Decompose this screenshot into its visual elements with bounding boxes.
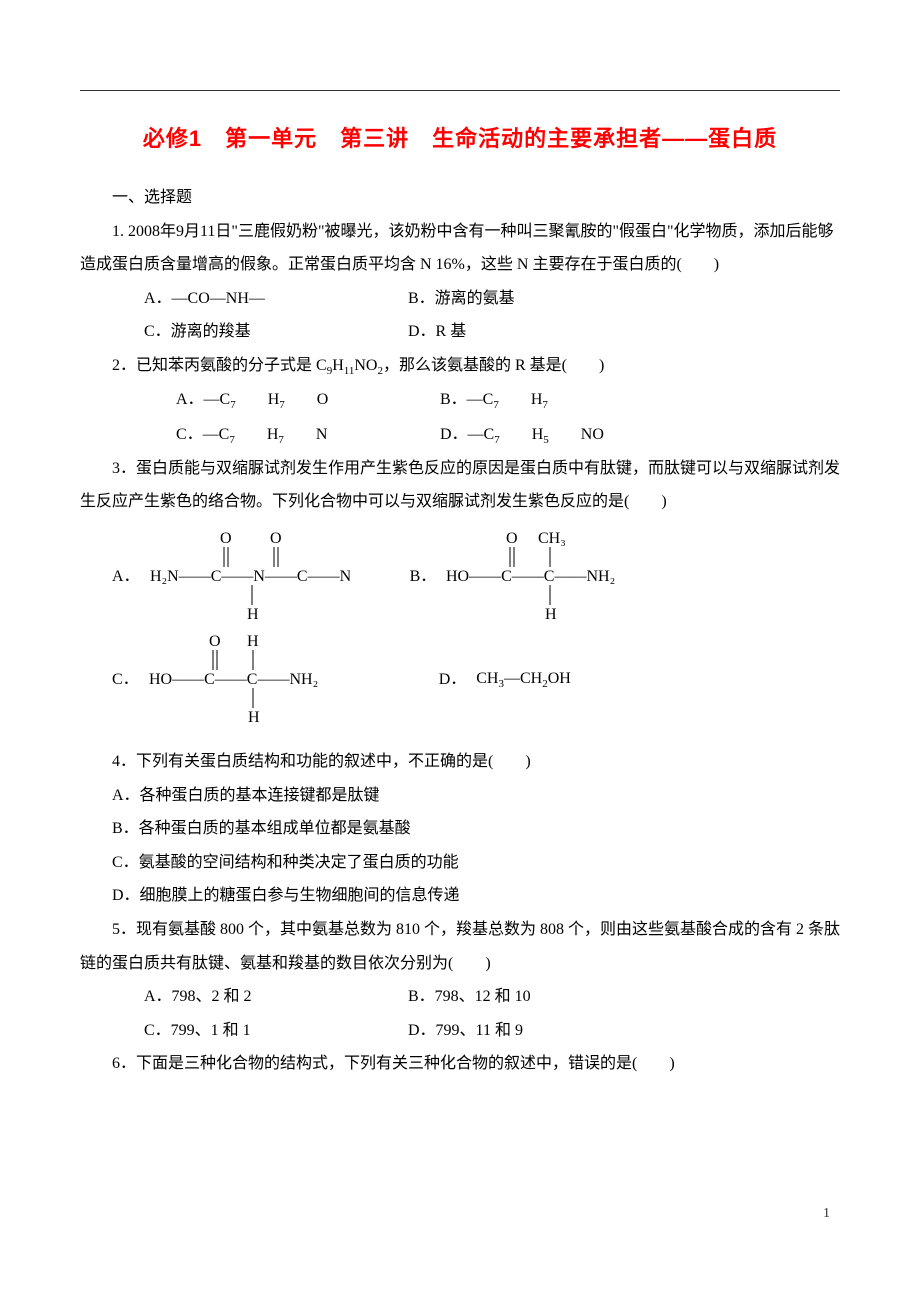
q1-option-d: D．R 基 (376, 315, 466, 349)
q3-row1: A． O O H₂N——C——N——C——NH₂ H B． (112, 529, 636, 624)
q4-option-c: C．氨基酸的空间结构和种类决定了蛋白质的功能 (80, 846, 840, 880)
svg-text:H₂N——C——N——C——NH₂: H₂N——C——N——C——NH₂ (150, 568, 350, 585)
q2d-m1: H (500, 418, 544, 452)
q2-option-c: C．—C7H7N (112, 418, 372, 452)
q1-option-a: A．—CO—NH— (112, 282, 372, 316)
question-3-structures: A． O O H₂N——C——N——C——NH₂ H B． (80, 529, 840, 735)
chem-structure-b: O CH₃ HO——C——C——NH₂ H (446, 529, 636, 624)
q4-option-a: A．各种蛋白质的基本连接键都是肽键 (80, 779, 840, 813)
q2-option-a: A．—C7H7O (112, 383, 372, 417)
question-6: 6．下面是三种化合物的结构式，下列有关三种化合物的叙述中，错误的是( ) (80, 1047, 840, 1081)
question-2-options-row2: C．—C7H7N D．—C7H5NO (80, 418, 840, 452)
q3d-mid: —CH (504, 670, 542, 687)
document-page: 必修1 第一单元 第三讲 生命活动的主要承担者——蛋白质 一、选择题 1. 20… (0, 0, 920, 1262)
question-1-options: A．—CO—NH— B．游离的氨基 (80, 282, 840, 316)
document-title: 必修1 第一单元 第三讲 生命活动的主要承担者——蛋白质 (80, 121, 840, 153)
document-body: 一、选择题 1. 2008年9月11日"三鹿假奶粉"被曝光，该奶粉中含有一种叫三… (80, 181, 840, 1081)
q2-option-b: B．—C7H7 (376, 383, 548, 417)
q5-option-b: B．798、12 和 10 (376, 980, 531, 1014)
q2-prefix: 2．已知苯丙氨酸的分子式是 C (112, 357, 327, 374)
q2d-pre: D．—C (408, 418, 494, 452)
q2c-m1: H (235, 418, 279, 452)
page-number: 1 (823, 1206, 830, 1222)
q3d-post: OH (548, 670, 571, 687)
svg-text:CH₃: CH₃ (538, 530, 566, 547)
question-4: 4．下列有关蛋白质结构和功能的叙述中，不正确的是( ) (80, 745, 840, 779)
q3-option-a: A． O O H₂N——C——N——C——NH₂ H (112, 529, 350, 624)
question-5-options-row2: C．799、1 和 1 D．799、11 和 9 (80, 1014, 840, 1048)
q3-label-c: C． (112, 663, 139, 697)
q2-option-d: D．—C7H5NO (376, 418, 604, 452)
q2-mid1: H (332, 357, 344, 374)
q2-sub2: 11 (344, 365, 355, 377)
q4-option-d: D．细胞膜上的糖蛋白参与生物细胞间的信息传递 (80, 879, 840, 913)
question-3: 3．蛋白质能与双缩脲试剂发生作用产生紫色反应的原因是蛋白质中有肽键，而肽键可以与… (80, 452, 840, 519)
q1-option-c: C．游离的羧基 (112, 315, 372, 349)
q2a-pre: A．—C (144, 383, 230, 417)
question-2-options: A．—C7H7O B．—C7H7 (80, 383, 840, 417)
svg-text:H: H (248, 709, 260, 726)
svg-text:H: H (545, 606, 557, 623)
q2c-post: N (284, 418, 328, 452)
q2a-m1: H (236, 383, 280, 417)
q4-option-b: B．各种蛋白质的基本组成单位都是氨基酸 (80, 812, 840, 846)
q3-label-b: B． (410, 560, 437, 594)
q2c-pre: C．—C (144, 418, 229, 452)
question-5: 5．现有氨基酸 800 个，其中氨基总数为 810 个，羧基总数为 808 个，… (80, 913, 840, 980)
svg-text:O: O (220, 530, 232, 547)
svg-text:H: H (247, 633, 259, 650)
q1-option-b: B．游离的氨基 (376, 282, 515, 316)
q2d-post: NO (549, 418, 604, 452)
q5-option-d: D．799、11 和 9 (376, 1014, 523, 1048)
q2-suffix: ，那么该氨基酸的 R 基是( ) (383, 357, 604, 374)
q3-d-formula: CH3—CH2OH (476, 662, 571, 696)
q3-option-b: B． O CH₃ HO——C——C——NH₂ H (410, 529, 637, 624)
q3d-pre: CH (476, 670, 498, 687)
chem-structure-a: O O H₂N——C——N——C——NH₂ H (150, 529, 350, 624)
svg-text:HO——C——C——NH₂: HO——C——C——NH₂ (446, 568, 615, 585)
q2a-post: O (285, 383, 329, 417)
q3-label-d: D． (439, 663, 467, 697)
svg-text:H: H (247, 606, 259, 623)
q2b-pre: B．—C (408, 383, 493, 417)
q3-label-a: A． (112, 560, 140, 594)
svg-text:HO——C——C——NH₂: HO——C——C——NH₂ (149, 671, 318, 688)
question-1: 1. 2008年9月11日"三鹿假奶粉"被曝光，该奶粉中含有一种叫三聚氰胺的"假… (80, 215, 840, 282)
q3-option-c: C． O H HO——C——C——NH₂ H (112, 632, 339, 727)
question-1-options-row2: C．游离的羧基 D．R 基 (80, 315, 840, 349)
q5-option-c: C．799、1 和 1 (112, 1014, 372, 1048)
q2b-m1: H (499, 383, 543, 417)
section-heading: 一、选择题 (80, 181, 840, 215)
q5-option-a: A．798、2 和 2 (112, 980, 372, 1014)
question-5-options: A．798、2 和 2 B．798、12 和 10 (80, 980, 840, 1014)
svg-text:O: O (506, 530, 518, 547)
question-2: 2．已知苯丙氨酸的分子式是 C9H11NO2，那么该氨基酸的 R 基是( ) (80, 349, 840, 383)
q3-row2: C． O H HO——C——C——NH₂ H D． CH3—CH2OH (112, 632, 571, 727)
svg-text:O: O (209, 633, 221, 650)
q2-mid2: NO (354, 357, 377, 374)
q2b-s2: 7 (542, 399, 548, 411)
chem-structure-c: O H HO——C——C——NH₂ H (149, 632, 339, 727)
svg-text:O: O (270, 530, 282, 547)
q3-option-d: D． CH3—CH2OH (439, 662, 571, 696)
top-rule (80, 90, 840, 91)
